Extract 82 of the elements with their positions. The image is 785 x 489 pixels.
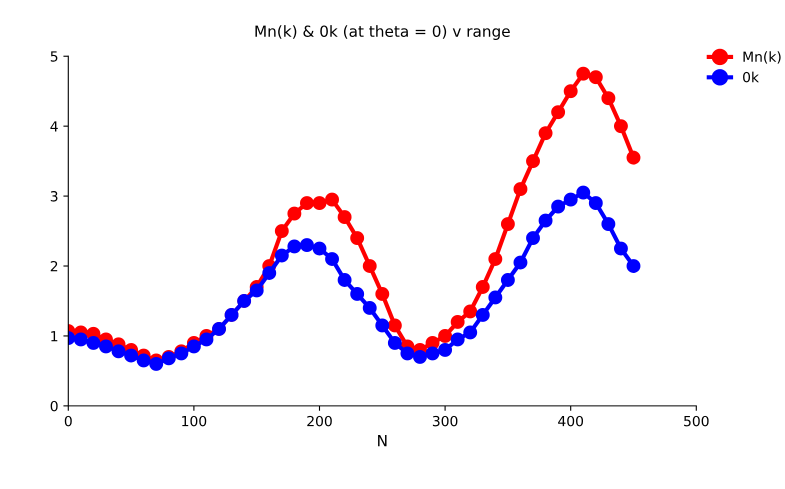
point bbox=[588, 196, 603, 210]
point bbox=[488, 290, 502, 304]
point bbox=[564, 84, 578, 98]
point bbox=[312, 196, 326, 210]
chart-title: Mn(k) & 0k (at theta = 0) v range bbox=[255, 25, 510, 40]
point bbox=[325, 192, 339, 207]
point bbox=[274, 248, 289, 262]
point bbox=[136, 353, 151, 368]
point bbox=[112, 344, 126, 358]
y-tick-label: 2 bbox=[50, 260, 58, 272]
point bbox=[476, 308, 490, 322]
point bbox=[514, 256, 528, 270]
point bbox=[375, 287, 390, 301]
point bbox=[149, 356, 164, 371]
point bbox=[438, 342, 452, 357]
x-tick-label: 200 bbox=[307, 416, 332, 426]
point bbox=[350, 231, 364, 245]
point bbox=[274, 224, 289, 238]
point bbox=[576, 66, 590, 81]
point bbox=[500, 217, 515, 232]
point bbox=[325, 252, 339, 266]
point bbox=[362, 259, 377, 273]
point bbox=[338, 210, 352, 224]
x-tick-label: 0 bbox=[64, 416, 72, 426]
point bbox=[514, 182, 528, 196]
point bbox=[262, 266, 276, 280]
point bbox=[450, 315, 465, 329]
point bbox=[538, 214, 553, 228]
y-tick-label: 5 bbox=[50, 51, 58, 62]
x-axis-title: N bbox=[378, 435, 387, 446]
point bbox=[488, 252, 502, 266]
point bbox=[99, 339, 113, 354]
point bbox=[500, 273, 515, 287]
point bbox=[614, 242, 628, 256]
point bbox=[124, 348, 138, 362]
y-tick-label: 3 bbox=[50, 191, 58, 202]
point bbox=[350, 287, 364, 301]
point bbox=[626, 259, 640, 273]
point bbox=[74, 332, 88, 346]
point bbox=[476, 280, 490, 294]
point bbox=[300, 238, 314, 252]
point bbox=[601, 217, 616, 232]
point bbox=[601, 91, 616, 106]
point bbox=[86, 336, 100, 350]
point bbox=[413, 350, 427, 364]
y-tick-label: 4 bbox=[50, 121, 58, 132]
point bbox=[186, 339, 201, 354]
point bbox=[250, 284, 264, 298]
point bbox=[312, 242, 326, 256]
y-tick-label: 0 bbox=[50, 400, 58, 412]
point bbox=[538, 126, 553, 140]
point bbox=[450, 332, 465, 346]
point bbox=[463, 304, 478, 318]
point bbox=[388, 318, 402, 332]
point bbox=[463, 326, 478, 340]
point bbox=[375, 318, 390, 332]
point bbox=[551, 200, 566, 214]
point bbox=[287, 239, 302, 254]
point bbox=[614, 119, 628, 134]
point bbox=[426, 346, 440, 360]
x-tick-label: 100 bbox=[182, 416, 206, 426]
point bbox=[526, 231, 540, 245]
point bbox=[626, 150, 640, 165]
y-tick-label: 1 bbox=[51, 331, 58, 342]
point bbox=[526, 154, 540, 168]
point bbox=[362, 301, 377, 315]
point bbox=[551, 105, 566, 120]
x-tick-label: 500 bbox=[684, 416, 709, 426]
point bbox=[438, 329, 452, 343]
point bbox=[338, 273, 352, 287]
point bbox=[287, 206, 302, 221]
point bbox=[300, 196, 314, 210]
point bbox=[588, 70, 603, 84]
point bbox=[576, 186, 590, 200]
legend-label: Mn(k) bbox=[743, 51, 781, 64]
x-tick-label: 300 bbox=[432, 416, 458, 426]
point bbox=[564, 192, 578, 207]
x-tick-label: 400 bbox=[558, 416, 584, 426]
point bbox=[200, 332, 214, 346]
point bbox=[400, 346, 414, 360]
point bbox=[388, 336, 402, 350]
legend-label: 0k bbox=[743, 72, 759, 82]
